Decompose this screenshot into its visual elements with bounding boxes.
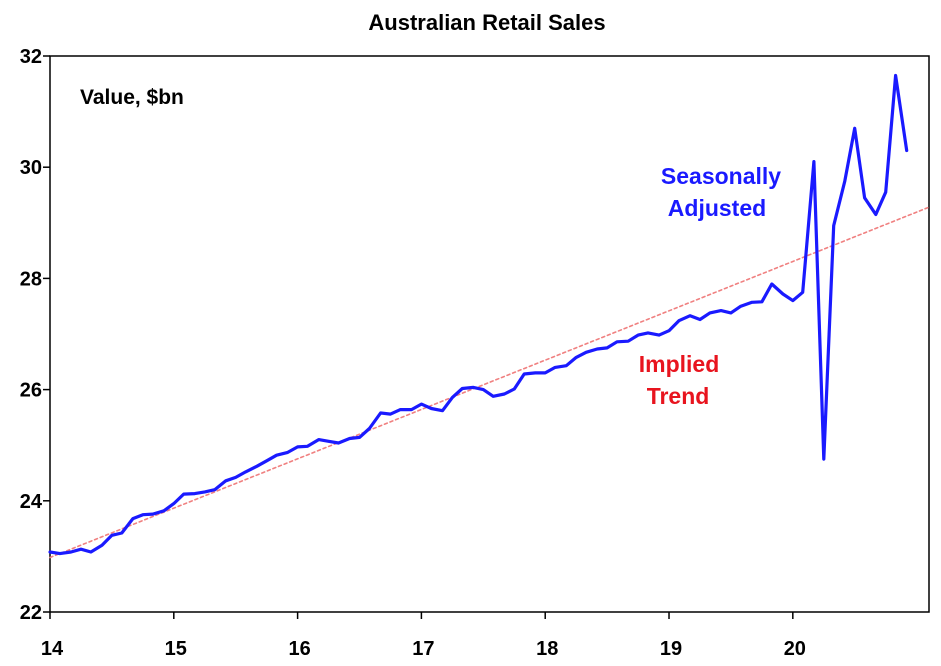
annotation-seasonally-line1: Seasonally bbox=[661, 163, 781, 189]
y-tick-label: 32 bbox=[20, 46, 42, 68]
x-tick-label: 15 bbox=[165, 638, 187, 660]
x-tick-label: 18 bbox=[536, 638, 558, 660]
x-tick-label: 20 bbox=[784, 638, 806, 660]
implied-trend-line bbox=[49, 206, 930, 559]
y-axis-ticks: 22 24 26 28 30 32 bbox=[20, 46, 50, 624]
y-axis-label: Value, $bn bbox=[80, 86, 184, 109]
x-tick-label: 14 bbox=[41, 638, 64, 660]
y-tick-label: 24 bbox=[20, 491, 43, 513]
y-tick-label: 28 bbox=[20, 268, 42, 290]
x-tick-label: 16 bbox=[288, 638, 310, 660]
y-tick-label: 26 bbox=[20, 380, 42, 402]
seasonally-adjusted-line bbox=[48, 73, 909, 556]
y-tick-label: 22 bbox=[20, 602, 42, 624]
x-tick-label: 17 bbox=[412, 638, 434, 660]
annotation-trend-line2: Trend bbox=[647, 383, 710, 409]
chart-title: Australian Retail Sales bbox=[368, 10, 605, 35]
y-tick-label: 30 bbox=[20, 157, 42, 179]
x-tick-label: 19 bbox=[660, 638, 682, 660]
annotation-trend-line1: Implied bbox=[639, 351, 720, 377]
series-layer bbox=[48, 73, 930, 559]
x-axis-ticks: 14 15 16 17 18 19 20 bbox=[41, 612, 806, 660]
annotation-seasonally-line2: Adjusted bbox=[668, 195, 766, 221]
plot-area bbox=[49, 55, 930, 613]
